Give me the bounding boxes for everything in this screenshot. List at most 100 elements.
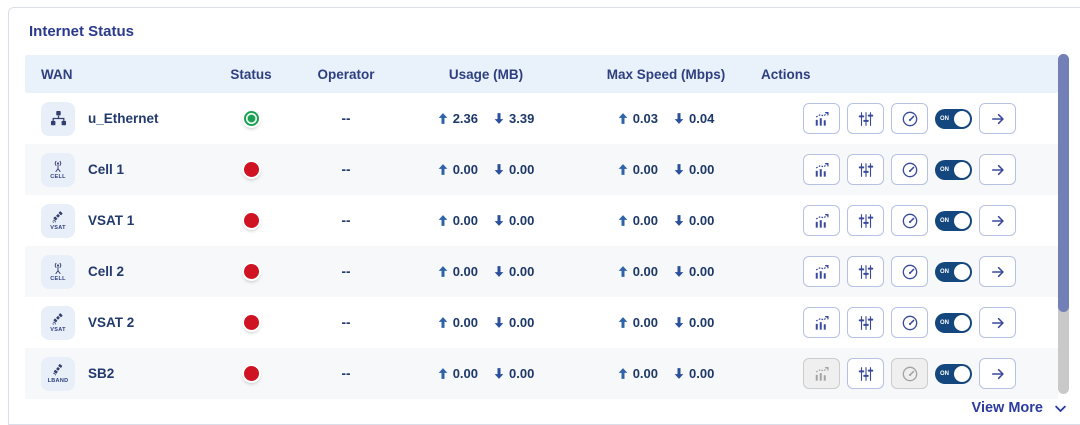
wan-table: WAN Status Operator Usage (MB) Max Speed…: [25, 55, 1058, 399]
column-header-max-speed: Max Speed (Mbps): [606, 66, 726, 82]
wan-name: VSAT 2: [88, 315, 135, 330]
sliders-icon: [857, 314, 875, 332]
toggle-knob: [954, 263, 970, 280]
speedtest-button[interactable]: [891, 307, 928, 338]
details-arrow-button[interactable]: [979, 103, 1016, 134]
vertical-scrollbar[interactable]: [1058, 54, 1069, 394]
details-arrow-button[interactable]: [979, 307, 1016, 338]
bar-chart-icon: [812, 160, 832, 180]
statistics-button[interactable]: [803, 154, 840, 185]
enable-toggle[interactable]: ON: [935, 261, 972, 282]
speedtest-button[interactable]: [891, 205, 928, 236]
download-arrow-icon: [674, 112, 684, 125]
scrollbar-thumb[interactable]: [1058, 54, 1069, 312]
vsat-satellite-icon: [52, 211, 63, 223]
arrow-right-icon: [989, 161, 1007, 179]
enable-toggle[interactable]: ON: [935, 363, 972, 384]
max-speed-cell: 0.00 0.00: [571, 162, 761, 177]
arrow-right-icon: [989, 212, 1007, 230]
status-indicator: [243, 366, 259, 381]
statistics-button[interactable]: [803, 256, 840, 287]
bar-chart-icon: [812, 364, 832, 384]
usage-cell: 0.00 0.00: [401, 264, 571, 279]
actions-cell: ON: [761, 103, 1058, 134]
wan-name: SB2: [88, 366, 115, 381]
speed-upload-value: 0.03: [632, 111, 658, 126]
sliders-icon: [857, 365, 875, 383]
enable-toggle[interactable]: ON: [935, 159, 972, 180]
enable-toggle[interactable]: ON: [935, 108, 972, 129]
column-header-usage: Usage (MB): [448, 66, 524, 82]
speedometer-icon: [900, 262, 920, 282]
statistics-button[interactable]: [803, 103, 840, 134]
upload-arrow-icon: [618, 316, 628, 329]
download-arrow-icon: [494, 112, 504, 125]
status-indicator: [243, 315, 259, 330]
toggle-on-label: ON: [940, 268, 949, 275]
details-arrow-button[interactable]: [979, 358, 1016, 389]
speedometer-icon: [900, 364, 920, 384]
usage-download-value: 0.00: [509, 366, 535, 381]
upload-arrow-icon: [618, 163, 628, 176]
usage-cell: 0.00 0.00: [401, 213, 571, 228]
statistics-button[interactable]: [803, 358, 840, 389]
speedtest-button[interactable]: [891, 103, 928, 134]
operator-value: --: [341, 315, 351, 330]
settings-sliders-button[interactable]: [847, 256, 884, 287]
toggle-knob: [954, 110, 970, 127]
download-arrow-icon: [674, 214, 684, 227]
actions-cell: ON: [761, 307, 1058, 338]
chevron-down-icon: [1053, 401, 1068, 416]
speedtest-button[interactable]: [891, 154, 928, 185]
status-cell: [211, 366, 291, 381]
operator-value: --: [341, 162, 351, 177]
enable-toggle[interactable]: ON: [935, 312, 972, 333]
speed-download-value: 0.00: [689, 213, 715, 228]
speed-download-value: 0.00: [689, 264, 715, 279]
bar-chart-icon: [812, 211, 832, 231]
actions-cell: ON: [761, 256, 1058, 287]
view-more-link[interactable]: View More: [972, 400, 1068, 416]
enable-toggle[interactable]: ON: [935, 210, 972, 231]
usage-upload-value: 0.00: [452, 366, 478, 381]
settings-sliders-button[interactable]: [847, 154, 884, 185]
speedometer-icon: [900, 313, 920, 333]
download-arrow-icon: [674, 265, 684, 278]
wan-icon-label: CELL: [50, 174, 66, 180]
operator-value: --: [341, 111, 351, 126]
status-indicator: [243, 213, 259, 228]
settings-sliders-button[interactable]: [847, 307, 884, 338]
wan-cell: CELL Cell 2: [25, 254, 211, 289]
speedometer-icon: [900, 109, 920, 129]
status-indicator: [243, 111, 259, 126]
settings-sliders-button[interactable]: [847, 103, 884, 134]
wan-name: Cell 1: [88, 162, 125, 177]
arrow-right-icon: [989, 263, 1007, 281]
wan-type-icon-box: CELL: [41, 152, 75, 187]
cell-tower-icon: [54, 160, 62, 173]
upload-arrow-icon: [618, 112, 628, 125]
wan-cell: VSAT VSAT 2: [25, 305, 211, 340]
speed-upload-value: 0.00: [632, 213, 658, 228]
table-body: u_Ethernet -- 2.36 3.39: [25, 93, 1058, 399]
statistics-button[interactable]: [803, 205, 840, 236]
internet-status-card: Internet Status WAN Status Operator Usag…: [8, 7, 1080, 425]
wan-cell: VSAT VSAT 1: [25, 203, 211, 238]
status-cell: [211, 111, 291, 126]
details-arrow-button[interactable]: [979, 154, 1016, 185]
speed-upload-value: 0.00: [632, 162, 658, 177]
settings-sliders-button[interactable]: [847, 205, 884, 236]
column-header-actions: Actions: [761, 66, 811, 82]
settings-sliders-button[interactable]: [847, 358, 884, 389]
column-header-wan: WAN: [41, 66, 73, 82]
speedtest-button[interactable]: [891, 358, 928, 389]
bar-chart-icon: [812, 313, 832, 333]
details-arrow-button[interactable]: [979, 205, 1016, 236]
sliders-icon: [857, 212, 875, 230]
statistics-button[interactable]: [803, 307, 840, 338]
details-arrow-button[interactable]: [979, 256, 1016, 287]
actions-cell: ON: [761, 205, 1058, 236]
toggle-on-label: ON: [940, 319, 949, 326]
speedtest-button[interactable]: [891, 256, 928, 287]
wan-name: VSAT 1: [88, 213, 135, 228]
